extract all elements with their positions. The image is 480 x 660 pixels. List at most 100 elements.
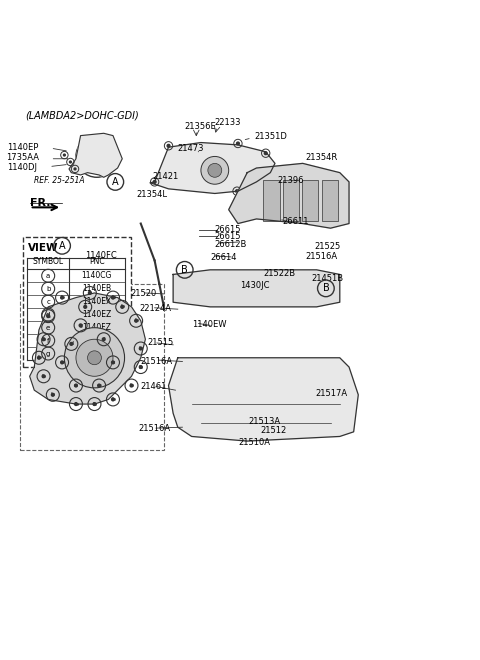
- Text: b: b: [51, 392, 55, 397]
- Text: 22133: 22133: [215, 118, 241, 127]
- Bar: [264, 180, 279, 221]
- Text: B: B: [323, 283, 329, 293]
- Circle shape: [167, 145, 170, 147]
- Text: e: e: [74, 383, 78, 388]
- Text: 1140EW: 1140EW: [192, 320, 226, 329]
- Text: 1140EP: 1140EP: [8, 143, 39, 152]
- Text: b: b: [37, 355, 41, 360]
- Text: 21512: 21512: [260, 426, 287, 436]
- Text: e: e: [46, 325, 50, 331]
- Text: 21354L: 21354L: [136, 190, 167, 199]
- Circle shape: [37, 356, 40, 359]
- Text: 21513A: 21513A: [249, 417, 281, 426]
- Circle shape: [42, 338, 45, 341]
- Text: 21520: 21520: [131, 289, 157, 298]
- Circle shape: [70, 161, 72, 163]
- Circle shape: [70, 343, 72, 345]
- Circle shape: [88, 292, 91, 294]
- Text: b: b: [74, 401, 78, 407]
- Polygon shape: [69, 133, 122, 178]
- Text: b: b: [46, 286, 50, 292]
- Text: 21356E: 21356E: [83, 336, 111, 345]
- Circle shape: [64, 327, 124, 388]
- Text: 21516A: 21516A: [305, 252, 337, 261]
- Circle shape: [111, 361, 114, 364]
- Circle shape: [121, 306, 124, 308]
- Text: a: a: [46, 273, 50, 279]
- Polygon shape: [30, 293, 145, 404]
- Text: 1140FR: 1140FR: [82, 349, 111, 358]
- Text: b: b: [120, 304, 124, 310]
- Text: 21451B: 21451B: [311, 274, 343, 282]
- Text: SYMBOL: SYMBOL: [33, 257, 64, 267]
- Text: b: b: [130, 383, 133, 388]
- Text: b: b: [111, 295, 115, 300]
- Circle shape: [93, 403, 96, 405]
- Circle shape: [98, 384, 100, 387]
- Text: b: b: [88, 290, 92, 296]
- Text: 21356E: 21356E: [185, 122, 216, 131]
- Text: 1430JC: 1430JC: [240, 280, 270, 290]
- Circle shape: [208, 164, 222, 178]
- Bar: [322, 180, 338, 221]
- Text: 1140DJ: 1140DJ: [7, 163, 36, 172]
- Circle shape: [139, 347, 142, 350]
- Text: 21461: 21461: [141, 382, 167, 391]
- Circle shape: [47, 315, 49, 317]
- Text: 1140EB: 1140EB: [82, 284, 111, 293]
- Circle shape: [187, 420, 201, 434]
- Text: e: e: [60, 360, 64, 365]
- Text: 1140EZ: 1140EZ: [82, 310, 111, 319]
- Text: d: d: [69, 341, 73, 347]
- Text: e: e: [97, 383, 101, 388]
- Text: 1735AA: 1735AA: [6, 153, 39, 162]
- Text: b: b: [42, 337, 46, 342]
- Text: b: b: [60, 295, 64, 300]
- Circle shape: [237, 142, 240, 145]
- Text: 21515: 21515: [148, 339, 174, 347]
- Circle shape: [74, 168, 76, 170]
- Text: 21421: 21421: [152, 172, 179, 181]
- Bar: [283, 180, 299, 221]
- Polygon shape: [168, 358, 358, 441]
- Circle shape: [42, 375, 45, 378]
- Circle shape: [135, 319, 137, 322]
- Circle shape: [60, 361, 63, 364]
- Text: 21522B: 21522B: [264, 269, 296, 278]
- Text: 21354R: 21354R: [305, 153, 337, 162]
- Text: VIEW: VIEW: [28, 243, 59, 253]
- Circle shape: [76, 339, 113, 376]
- Text: 26615: 26615: [215, 224, 241, 234]
- Circle shape: [139, 366, 142, 368]
- Text: 1140FC: 1140FC: [85, 251, 117, 261]
- Circle shape: [111, 398, 114, 401]
- Text: a: a: [46, 314, 50, 319]
- Circle shape: [63, 154, 65, 156]
- Text: c: c: [111, 360, 115, 365]
- Text: 22124A: 22124A: [139, 304, 171, 313]
- Circle shape: [236, 190, 239, 193]
- Polygon shape: [228, 164, 349, 228]
- Text: FR.: FR.: [30, 198, 50, 208]
- Text: 1140FZ: 1140FZ: [83, 323, 111, 332]
- Text: g: g: [79, 323, 83, 328]
- Text: f: f: [47, 337, 49, 344]
- Bar: [302, 180, 318, 221]
- Circle shape: [84, 306, 86, 308]
- Text: g: g: [46, 350, 50, 356]
- Text: 21525: 21525: [314, 242, 340, 251]
- Circle shape: [74, 384, 77, 387]
- Text: 1140CG: 1140CG: [82, 271, 112, 280]
- Text: (LAMBDA2>DOHC-GDI): (LAMBDA2>DOHC-GDI): [25, 110, 139, 120]
- Text: c: c: [46, 299, 50, 305]
- Text: 1140EX: 1140EX: [82, 297, 111, 306]
- Text: B: B: [181, 265, 188, 275]
- Text: A: A: [59, 241, 65, 251]
- Circle shape: [79, 324, 82, 327]
- Polygon shape: [150, 143, 275, 193]
- Text: b: b: [93, 401, 96, 407]
- Polygon shape: [173, 270, 340, 307]
- FancyBboxPatch shape: [23, 238, 132, 367]
- Text: 21473: 21473: [178, 144, 204, 153]
- Text: 26614: 26614: [210, 253, 237, 262]
